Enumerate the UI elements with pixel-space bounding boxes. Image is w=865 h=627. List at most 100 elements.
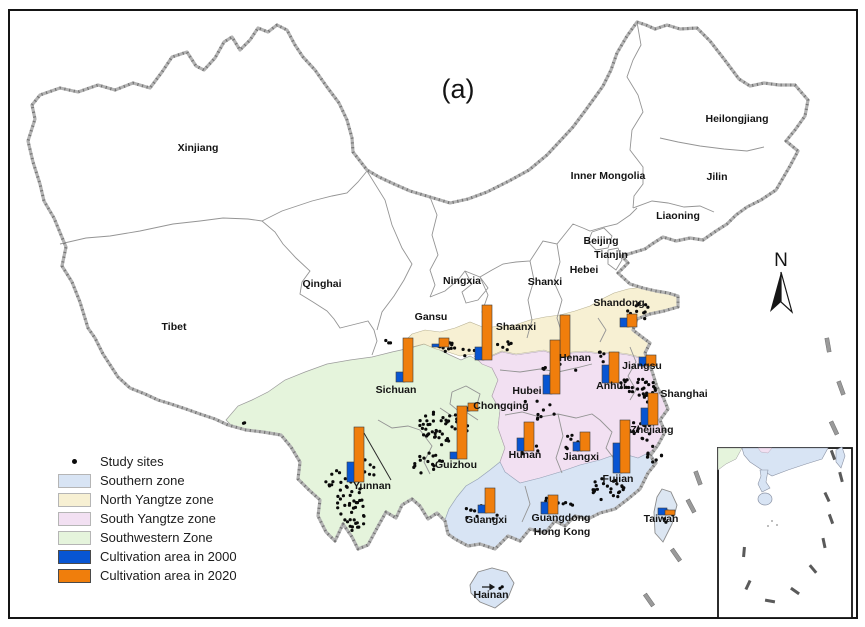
study-site-dot: [352, 518, 356, 522]
north-arrow-left-half: [770, 272, 781, 312]
study-site-dot: [500, 585, 504, 589]
island-dash: [669, 547, 683, 563]
study-site-dot: [450, 341, 454, 345]
study-site-dot: [388, 341, 393, 345]
legend-label: South Yangtze zone: [100, 511, 216, 526]
bar-2020-sichuan: [402, 337, 414, 383]
study-site-dot: [651, 381, 655, 385]
label-yunnan: Yunnan: [353, 480, 391, 492]
study-site-dot: [548, 403, 552, 407]
nine-dash-segment: [838, 471, 844, 483]
legend-swatch: [58, 492, 91, 507]
label-guangxi: Guangxi: [465, 514, 507, 526]
study-site-dot: [350, 510, 354, 514]
bar-2020-shandong: [626, 313, 638, 328]
study-site-dot: [637, 393, 641, 397]
study-site-dot: [348, 493, 352, 497]
bar-group-hubei: [542, 339, 561, 395]
study-site-dot: [617, 491, 621, 495]
study-site-dot: [440, 459, 444, 463]
study-site-dot: [600, 477, 604, 481]
study-site-dot: [453, 413, 458, 417]
legend-swatch: [58, 530, 91, 545]
study-site-dot: [651, 444, 655, 448]
study-site-dot: [636, 387, 640, 391]
bar-group-guangdong: [540, 494, 559, 515]
label-hunan: Hunan: [509, 449, 542, 461]
label-tibet: Tibet: [162, 321, 187, 333]
label-chongqing: Chongqing: [473, 400, 528, 412]
study-site-dot: [358, 487, 362, 491]
inset-pink-strip: [757, 447, 773, 454]
study-site-dot: [424, 427, 428, 431]
study-site-dot: [438, 429, 442, 433]
study-site-dot: [536, 449, 540, 453]
study-site-dot: [419, 471, 423, 475]
study-site-dot: [566, 434, 570, 438]
label-hebei: Hebei: [570, 264, 599, 276]
study-site-dot: [336, 506, 340, 510]
study-site-dot: [664, 520, 668, 524]
study-site-dot: [361, 504, 365, 508]
bar-2020-hubei: [549, 339, 561, 395]
inset-southwestern-corner: [717, 447, 743, 471]
label-shandong: Shandong: [593, 297, 644, 309]
study-site-dot: [341, 494, 345, 498]
study-site-dot: [432, 467, 436, 471]
study-site-dot: [440, 432, 444, 436]
study-site-dot: [241, 421, 246, 425]
study-site-dot: [336, 494, 340, 498]
study-site-dot: [601, 482, 606, 486]
label-liaoning: Liaoning: [656, 210, 700, 222]
study-site-dot: [358, 498, 362, 503]
yunnan-leader-line: [363, 432, 392, 481]
taiwan-island: [653, 488, 678, 543]
island-dash: [828, 420, 840, 436]
study-site-dot: [635, 309, 639, 313]
legend-row-0: Study sites: [58, 452, 237, 471]
bar-group-shaanxi: [474, 304, 493, 361]
island-dash: [642, 592, 656, 608]
label-guangdong: Guangdong: [532, 512, 591, 524]
study-site-dot: [627, 385, 631, 390]
inset-taiwan: [835, 446, 846, 469]
legend-row-6: Cultivation area in 2020: [58, 566, 237, 585]
study-site-dot: [619, 381, 623, 385]
nine-dash-segment: [821, 537, 827, 549]
study-site-dot: [627, 389, 632, 394]
study-site-dot: [433, 435, 437, 439]
nine-dash-segment: [808, 564, 818, 574]
study-site-dot: [542, 367, 546, 371]
study-site-dot: [544, 496, 549, 500]
study-site-dot: [593, 480, 597, 484]
legend-dot-icon: [58, 455, 91, 469]
study-site-dot: [561, 502, 565, 506]
nine-dash-segment: [764, 598, 776, 604]
study-site-dot: [413, 464, 417, 468]
study-site-dot: [565, 447, 569, 451]
study-site-dot: [351, 506, 356, 510]
north-arrow-n-label: N: [774, 250, 788, 271]
study-site-dot: [473, 509, 477, 513]
study-site-dot: [447, 347, 451, 351]
study-site-dot: [636, 427, 640, 431]
study-site-dot: [344, 484, 348, 488]
bar-group-hunan: [516, 421, 535, 452]
map-frame-border: [8, 9, 858, 619]
study-site-dot: [616, 495, 620, 499]
study-site-dot: [539, 415, 543, 419]
study-site-dot: [450, 425, 454, 429]
study-site-dot: [535, 399, 539, 403]
bar-group-shandong: [619, 313, 638, 328]
study-site-dot: [337, 471, 342, 475]
study-site-dot: [420, 426, 424, 430]
study-site-dot: [350, 525, 354, 529]
study-site-dot: [331, 480, 335, 484]
label-qinghai: Qinghai: [302, 278, 341, 290]
study-site-dot: [441, 416, 445, 420]
study-site-dot: [338, 497, 342, 501]
study-site-dot: [421, 422, 425, 426]
study-site-dot: [620, 484, 624, 488]
north-arrow-right-half: [780, 271, 794, 314]
bar-group-anhui: [601, 351, 620, 384]
